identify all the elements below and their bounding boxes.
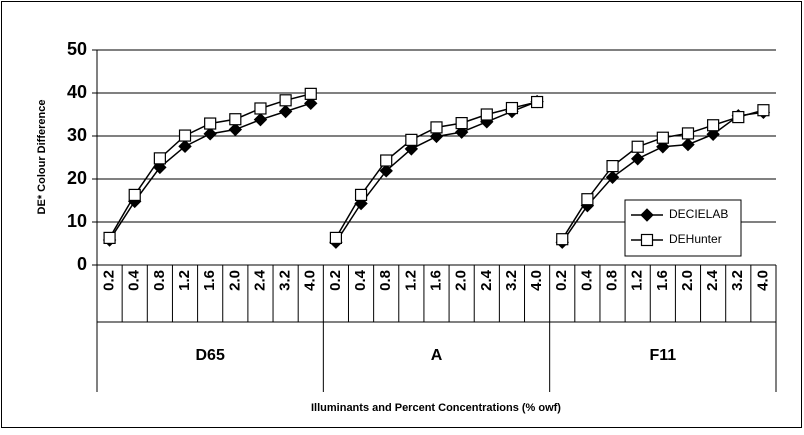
data-point — [203, 127, 217, 141]
x-tick-label: 2.4 — [704, 269, 721, 291]
data-point — [480, 108, 493, 121]
data-point — [304, 87, 317, 100]
x-tick-label: 0.8 — [377, 270, 394, 291]
legend-label: DEHunter — [669, 232, 722, 246]
x-tick-label: 0.4 — [578, 269, 595, 291]
data-point — [455, 116, 468, 130]
y-tick-label: 20 — [67, 168, 87, 188]
y-tick-label: 30 — [67, 125, 87, 145]
x-tick-label: 1.6 — [654, 270, 671, 291]
x-tick-label: 2.4 — [478, 269, 495, 291]
y-tick-label: 0 — [77, 254, 87, 274]
data-point — [153, 152, 166, 165]
data-point — [757, 104, 770, 117]
y-tick-label: 50 — [67, 39, 87, 59]
data-point — [379, 164, 393, 178]
data-point — [253, 112, 268, 127]
data-point — [405, 133, 418, 146]
data-point — [630, 152, 645, 166]
group-label: D65 — [195, 347, 224, 364]
x-tick-label: 0.2 — [553, 270, 570, 291]
data-point — [228, 122, 243, 137]
data-point — [430, 121, 443, 134]
x-tick-label: 2.0 — [453, 270, 470, 291]
x-tick-label: 1.2 — [402, 270, 419, 291]
data-point — [606, 160, 619, 173]
data-point — [681, 127, 695, 140]
data-point — [254, 102, 267, 115]
x-tick-label: 1.2 — [629, 270, 646, 291]
x-tick-label: 0.4 — [126, 269, 143, 291]
legend-label: DECIELAB — [669, 207, 728, 221]
y-tick-label: 10 — [67, 211, 87, 231]
data-point — [605, 170, 620, 184]
legend-box — [624, 199, 742, 257]
data-point — [505, 101, 519, 115]
y-axis-title: DE* Colour Difference — [36, 100, 48, 215]
data-point — [229, 113, 242, 126]
x-tick-label: 3.2 — [277, 270, 294, 291]
data-point — [530, 95, 544, 109]
x-tick-label: 4.0 — [302, 270, 319, 291]
data-point — [656, 131, 669, 144]
data-point — [354, 188, 368, 202]
x-tick-label: 0.2 — [101, 270, 118, 291]
data-point — [278, 104, 293, 119]
legend-marker — [640, 208, 654, 222]
x-tick-label: 2.0 — [679, 270, 696, 291]
x-axis-title: Illuminants and Percent Concentrations (… — [311, 402, 561, 414]
group-label: F11 — [649, 347, 676, 364]
x-tick-label: 1.6 — [427, 270, 444, 291]
x-tick-label: 3.2 — [729, 270, 746, 291]
data-point — [581, 193, 594, 206]
data-point — [304, 96, 318, 111]
data-point — [204, 117, 217, 130]
x-tick-label: 0.8 — [604, 270, 621, 291]
data-point — [178, 129, 192, 142]
x-tick-label: 2.0 — [226, 270, 243, 291]
x-tick-label: 0.4 — [352, 269, 369, 291]
x-tick-label: 1.6 — [201, 270, 218, 291]
data-point — [380, 154, 393, 167]
x-tick-label: 0.8 — [151, 270, 168, 291]
data-point — [178, 139, 192, 154]
data-point — [128, 188, 141, 202]
x-tick-label: 3.2 — [503, 270, 520, 291]
data-point — [279, 94, 292, 107]
x-tick-label: 4.0 — [754, 270, 771, 291]
data-point — [681, 137, 695, 152]
x-tick-label: 1.2 — [176, 270, 193, 291]
data-point — [329, 231, 343, 245]
data-point — [732, 110, 745, 124]
x-tick-label: 0.2 — [327, 270, 344, 291]
data-point — [707, 119, 720, 132]
x-tick-label: 4.0 — [528, 270, 545, 291]
x-tick-label: 2.4 — [251, 269, 268, 291]
data-point — [556, 233, 569, 246]
group-label: A — [431, 347, 443, 364]
y-tick-label: 40 — [67, 82, 87, 102]
data-point — [631, 140, 644, 153]
data-point — [103, 231, 116, 245]
legend-marker — [640, 233, 654, 247]
